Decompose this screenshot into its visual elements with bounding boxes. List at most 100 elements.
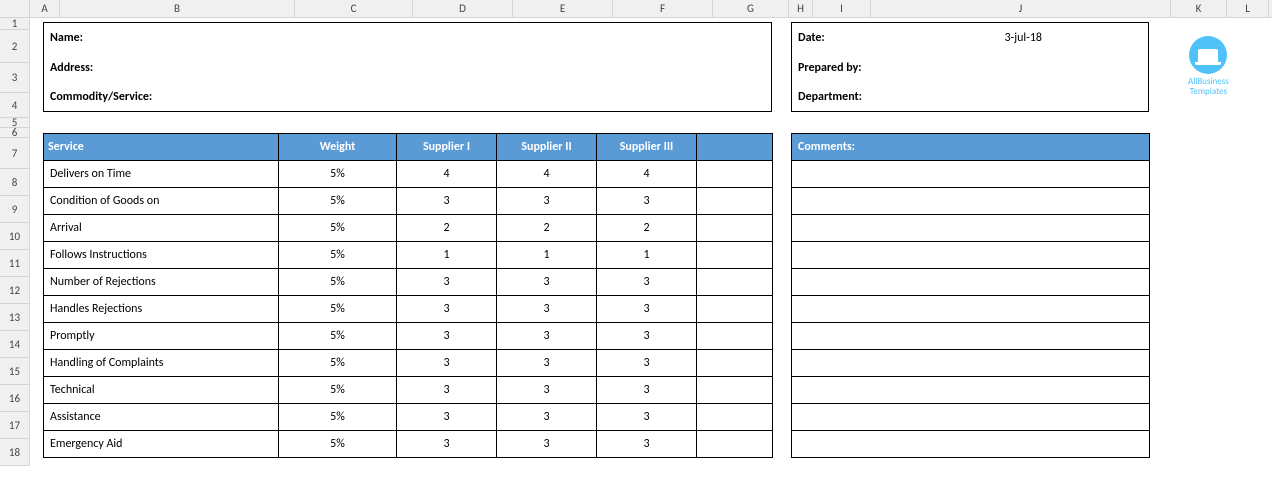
weight-cell[interactable]: 5% [279, 269, 397, 296]
comment-cell[interactable] [792, 188, 1150, 215]
supplier2-cell[interactable]: 4 [497, 161, 597, 188]
supplier3-cell[interactable]: 3 [597, 188, 697, 215]
select-all-corner[interactable] [0, 0, 30, 17]
column-header-I[interactable]: I [813, 0, 871, 17]
weight-cell[interactable]: 5% [279, 377, 397, 404]
supplier3-cell[interactable]: 3 [597, 296, 697, 323]
supplier2-cell[interactable]: 2 [497, 215, 597, 242]
row-header-7[interactable]: 7 [0, 138, 30, 169]
supplier3-cell[interactable]: 2 [597, 215, 697, 242]
empty-cell[interactable] [697, 188, 773, 215]
comment-cell[interactable] [792, 431, 1150, 458]
column-header-H[interactable]: H [789, 0, 813, 17]
service-cell[interactable]: Technical [44, 377, 279, 404]
row-header-10[interactable]: 10 [0, 223, 30, 250]
row-header-17[interactable]: 17 [0, 412, 30, 439]
row-header-15[interactable]: 15 [0, 358, 30, 385]
service-cell[interactable]: Number of Rejections [44, 269, 279, 296]
column-header-B[interactable]: B [60, 0, 295, 17]
supplier1-cell[interactable]: 4 [397, 161, 497, 188]
column-header-A[interactable]: A [30, 0, 60, 17]
supplier1-cell[interactable]: 3 [397, 269, 497, 296]
weight-cell[interactable]: 5% [279, 350, 397, 377]
supplier2-cell[interactable]: 3 [497, 323, 597, 350]
service-cell[interactable]: Emergency Aid [44, 431, 279, 458]
supplier1-cell[interactable]: 3 [397, 188, 497, 215]
supplier1-cell[interactable]: 3 [397, 404, 497, 431]
empty-cell[interactable] [697, 377, 773, 404]
supplier1-cell[interactable]: 3 [397, 377, 497, 404]
weight-cell[interactable]: 5% [279, 242, 397, 269]
column-header-D[interactable]: D [413, 0, 513, 17]
comment-cell[interactable] [792, 296, 1150, 323]
empty-cell[interactable] [697, 161, 773, 188]
column-header-E[interactable]: E [513, 0, 613, 17]
supplier3-cell[interactable]: 3 [597, 269, 697, 296]
supplier3-cell[interactable]: 3 [597, 431, 697, 458]
table-row[interactable]: Handles Rejections5%333 [44, 296, 773, 323]
worksheet-area[interactable]: Name: Address: Commodity/Service: Date: … [30, 18, 1272, 466]
row-header-13[interactable]: 13 [0, 304, 30, 331]
row-header-3[interactable]: 3 [0, 63, 30, 93]
weight-cell[interactable]: 5% [279, 323, 397, 350]
empty-cell[interactable] [697, 215, 773, 242]
table-row[interactable]: Delivers on Time5%444 [44, 161, 773, 188]
comment-cell[interactable] [792, 161, 1150, 188]
empty-cell[interactable] [697, 431, 773, 458]
row-header-8[interactable]: 8 [0, 169, 30, 196]
supplier2-cell[interactable]: 3 [497, 188, 597, 215]
supplier2-cell[interactable]: 1 [497, 242, 597, 269]
service-cell[interactable]: Promptly [44, 323, 279, 350]
row-header-18[interactable]: 18 [0, 439, 30, 466]
comment-cell[interactable] [792, 215, 1150, 242]
empty-cell[interactable] [697, 242, 773, 269]
table-row[interactable]: Condition of Goods on5%333 [44, 188, 773, 215]
row-header-14[interactable]: 14 [0, 331, 30, 358]
supplier1-cell[interactable]: 3 [397, 431, 497, 458]
row-header-6[interactable]: 6 [0, 128, 30, 138]
row-header-4[interactable]: 4 [0, 93, 30, 118]
service-cell[interactable]: Arrival [44, 215, 279, 242]
supplier1-cell[interactable]: 1 [397, 242, 497, 269]
service-cell[interactable]: Assistance [44, 404, 279, 431]
column-header-K[interactable]: K [1171, 0, 1227, 17]
empty-cell[interactable] [697, 269, 773, 296]
row-header-16[interactable]: 16 [0, 385, 30, 412]
service-evaluation-table[interactable]: ServiceWeightSupplier ISupplier IISuppli… [43, 133, 773, 458]
comments-table[interactable]: Comments: [791, 133, 1150, 458]
comment-cell[interactable] [792, 269, 1150, 296]
supplier1-cell[interactable]: 2 [397, 215, 497, 242]
empty-cell[interactable] [697, 323, 773, 350]
supplier2-cell[interactable]: 3 [497, 296, 597, 323]
supplier1-cell[interactable]: 3 [397, 323, 497, 350]
supplier3-cell[interactable]: 1 [597, 242, 697, 269]
service-cell[interactable]: Delivers on Time [44, 161, 279, 188]
service-cell[interactable]: Handles Rejections [44, 296, 279, 323]
row-header-2[interactable]: 2 [0, 30, 30, 63]
table-row[interactable]: Number of Rejections5%333 [44, 269, 773, 296]
column-header-C[interactable]: C [295, 0, 413, 17]
supplier1-cell[interactable]: 3 [397, 296, 497, 323]
column-header-G[interactable]: G [713, 0, 789, 17]
service-cell[interactable]: Condition of Goods on [44, 188, 279, 215]
empty-cell[interactable] [697, 404, 773, 431]
weight-cell[interactable]: 5% [279, 404, 397, 431]
supplier2-cell[interactable]: 3 [497, 404, 597, 431]
row-header-11[interactable]: 11 [0, 250, 30, 277]
comment-cell[interactable] [792, 242, 1150, 269]
row-header-1[interactable]: 1 [0, 18, 30, 30]
weight-cell[interactable]: 5% [279, 161, 397, 188]
supplier3-cell[interactable]: 3 [597, 323, 697, 350]
weight-cell[interactable]: 5% [279, 215, 397, 242]
table-row[interactable]: Emergency Aid5%333 [44, 431, 773, 458]
empty-cell[interactable] [697, 296, 773, 323]
empty-cell[interactable] [697, 350, 773, 377]
supplier3-cell[interactable]: 3 [597, 404, 697, 431]
weight-cell[interactable]: 5% [279, 431, 397, 458]
comment-cell[interactable] [792, 323, 1150, 350]
supplier2-cell[interactable]: 3 [497, 377, 597, 404]
row-header-9[interactable]: 9 [0, 196, 30, 223]
table-row[interactable]: Arrival5%222 [44, 215, 773, 242]
supplier3-cell[interactable]: 3 [597, 377, 697, 404]
column-header-F[interactable]: F [613, 0, 713, 17]
